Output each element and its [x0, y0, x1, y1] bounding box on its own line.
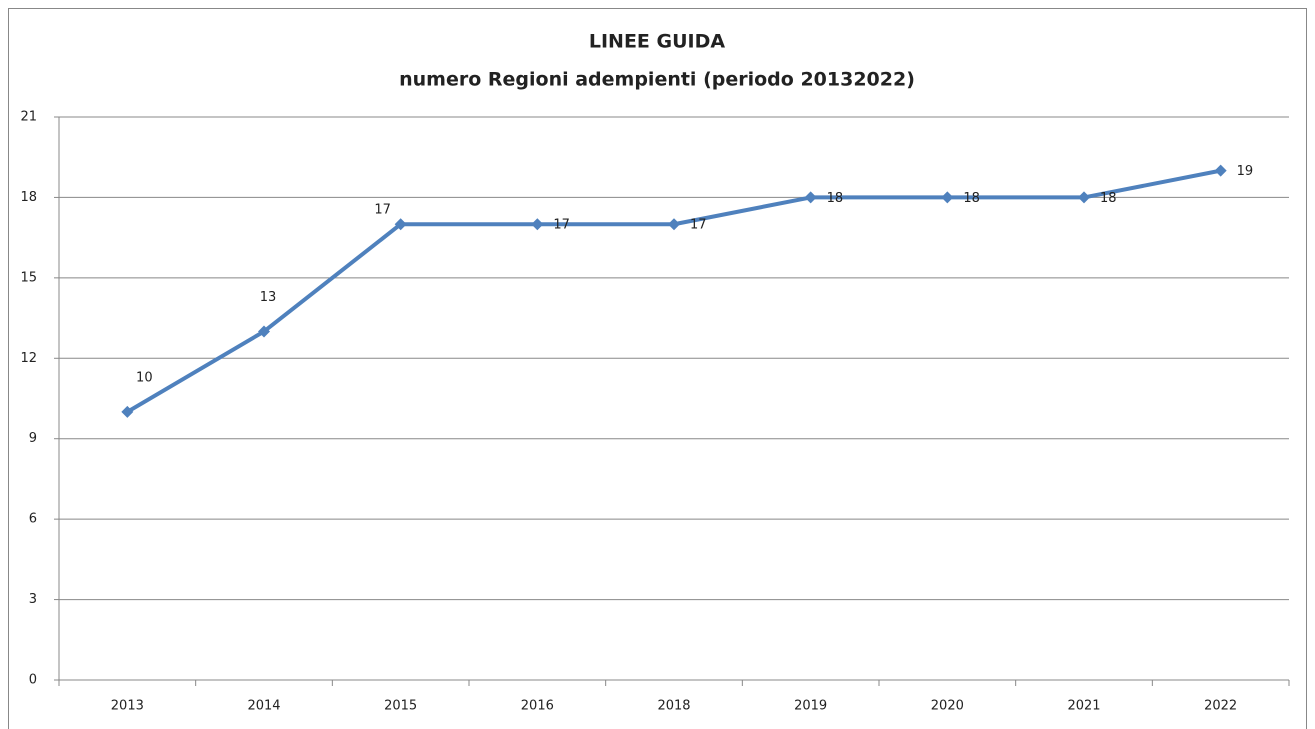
data-label: 17 [553, 218, 570, 233]
chart-title: LINEE GUIDA [589, 31, 726, 53]
data-label: 17 [374, 203, 391, 218]
marker [668, 218, 680, 231]
x-tick-label: 2022 [1204, 699, 1237, 714]
y-tick-label: 3 [29, 592, 37, 607]
x-tick-label: 2018 [657, 699, 690, 714]
data-label: 13 [260, 290, 277, 305]
x-tick-label: 2019 [794, 699, 827, 714]
chart-frame [8, 8, 1307, 729]
data-label: 18 [963, 191, 980, 206]
x-tick-label: 2020 [931, 699, 964, 714]
marker [258, 325, 270, 338]
marker [804, 191, 817, 204]
data-label: 18 [1100, 191, 1117, 206]
y-tick-label: 9 [29, 431, 37, 446]
data-label: 10 [136, 370, 153, 385]
marker [1214, 164, 1227, 177]
data-label: 18 [827, 191, 844, 206]
y-tick-label: 15 [20, 270, 37, 285]
y-tick-label: 6 [29, 512, 37, 527]
marker [121, 405, 134, 418]
y-tick-label: 12 [20, 351, 37, 366]
data-label: 17 [690, 218, 707, 233]
x-tick-label: 2021 [1067, 699, 1100, 714]
x-tick-label: 2013 [111, 699, 144, 714]
x-tick-label: 2016 [521, 699, 554, 714]
marker [394, 218, 407, 231]
y-tick-label: 21 [20, 110, 37, 125]
x-tick-label: 2015 [384, 699, 417, 714]
marker [1078, 191, 1090, 204]
data-label: 19 [1237, 164, 1254, 179]
marker [941, 191, 954, 204]
y-tick-label: 0 [29, 673, 37, 688]
marker [531, 218, 544, 231]
chart-subtitle: numero Regioni adempienti (periodo 20132… [399, 69, 915, 91]
x-tick-label: 2014 [247, 699, 280, 714]
y-tick-label: 18 [20, 190, 37, 205]
